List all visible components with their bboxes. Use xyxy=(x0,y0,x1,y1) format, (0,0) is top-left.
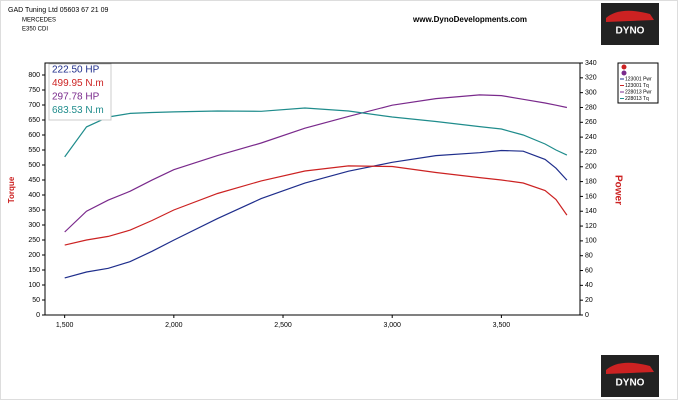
x-tick-label: 3,500 xyxy=(493,322,511,329)
y2-tick-label: 180 xyxy=(585,178,597,185)
y2-tick-label: 220 xyxy=(585,149,597,156)
y-tick-label: 550 xyxy=(28,147,40,154)
y-tick-label: 400 xyxy=(28,192,40,199)
series-line xyxy=(64,149,568,279)
y2-tick-label: 260 xyxy=(585,119,597,126)
series-line xyxy=(64,165,568,246)
y2-tick-label: 300 xyxy=(585,89,597,96)
x-tick-label: 2,000 xyxy=(165,322,183,329)
y2-tick-label: 20 xyxy=(585,297,593,304)
y-axis-label: Torque xyxy=(7,176,16,203)
logo-text: DYNO xyxy=(616,378,645,389)
header-line: GAD Tuning Ltd 05603 67 21 09 xyxy=(8,7,109,14)
series-line xyxy=(64,94,568,233)
y2-tick-label: 200 xyxy=(585,164,597,171)
y-tick-label: 300 xyxy=(28,222,40,229)
y2-tick-label: 60 xyxy=(585,267,593,274)
legend-entry: 499.95 N.m xyxy=(52,78,104,89)
logo-box xyxy=(601,3,659,45)
trace-marker xyxy=(621,70,627,76)
legend-entry: 297.78 HP xyxy=(52,92,100,103)
series-line xyxy=(64,107,568,158)
y-tick-label: 500 xyxy=(28,162,40,169)
y-tick-label: 100 xyxy=(28,282,40,289)
website: www.DynoDevelopments.com xyxy=(412,15,527,24)
y2-tick-label: 340 xyxy=(585,60,597,67)
y-tick-label: 650 xyxy=(28,117,40,124)
legend-entry: 683.53 N.m xyxy=(52,105,104,116)
x-tick-label: 3,000 xyxy=(383,322,401,329)
y2-tick-label: 240 xyxy=(585,134,597,141)
legend-box xyxy=(48,63,112,121)
y-tick-label: 250 xyxy=(28,237,40,244)
logo: DYNO DYNO xyxy=(601,3,659,397)
y-tick-label: 450 xyxy=(28,177,40,184)
trace-label: 228013 Tq xyxy=(625,96,649,102)
trace-legend xyxy=(617,62,659,104)
logo-text: DYNO xyxy=(616,26,645,37)
y-tick-label: 750 xyxy=(28,87,40,94)
x-tick-label: 2,500 xyxy=(274,322,292,329)
trace-label: 123001 Pwr xyxy=(625,76,652,82)
y2-tick-label: 0 xyxy=(585,312,589,319)
trace-marker xyxy=(621,64,627,70)
trace-label: 123001 Tq xyxy=(625,83,649,89)
y-tick-label: 800 xyxy=(28,72,40,79)
logo-car xyxy=(606,362,654,374)
y2-tick-label: 320 xyxy=(585,75,597,82)
y2-tick-label: 120 xyxy=(585,223,597,230)
y-tick-label: 0 xyxy=(36,312,40,319)
y2-tick-label: 100 xyxy=(585,238,597,245)
header-line: MERCEDES xyxy=(22,18,56,24)
y-tick-label: 150 xyxy=(28,267,40,274)
y-tick-label: 350 xyxy=(28,207,40,214)
y2-tick-label: 40 xyxy=(585,282,593,289)
y2-axis-label: Power xyxy=(612,175,623,205)
logo-box xyxy=(601,355,659,397)
y-tick-label: 700 xyxy=(28,102,40,109)
y2-tick-label: 160 xyxy=(585,193,597,200)
logo-car xyxy=(606,10,654,22)
legend-entry: 222.50 HP xyxy=(52,65,100,76)
y-tick-label: 50 xyxy=(32,297,40,304)
y-tick-label: 600 xyxy=(28,132,40,139)
plot-area xyxy=(44,62,581,316)
trace-label: 228013 Pwr xyxy=(625,89,652,95)
y-tick-label: 200 xyxy=(28,252,40,259)
y2-tick-label: 280 xyxy=(585,104,597,111)
header-line: E350 CDI xyxy=(22,27,48,33)
y2-tick-label: 80 xyxy=(585,253,593,260)
y2-tick-label: 140 xyxy=(585,208,597,215)
x-tick-label: 1,500 xyxy=(56,322,74,329)
